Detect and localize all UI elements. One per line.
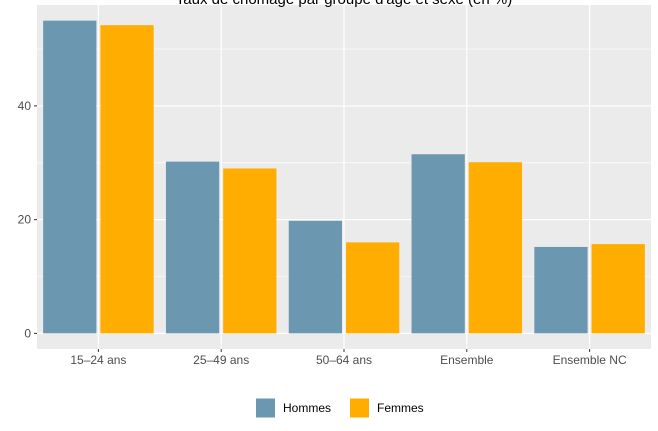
legend-label-hommes: Hommes: [283, 401, 331, 415]
x-tick-label: 25–49 ans: [193, 353, 249, 367]
bar-hommes-4: [411, 154, 465, 334]
bar-hommes-5: [534, 246, 588, 334]
chart-title: Taux de chômage par groupe d'âge et sexe…: [176, 0, 512, 8]
y-axis: 0 20 40: [18, 99, 37, 340]
bar-femmes-2: [223, 168, 277, 334]
bar-hommes-2: [165, 161, 220, 334]
legend-key-hommes: [256, 398, 275, 418]
x-tick-label: Ensemble NC: [553, 353, 627, 367]
legend-label-femmes: Femmes: [377, 401, 424, 415]
bar-femmes-1: [100, 25, 154, 334]
x-tick-label: Ensemble: [440, 353, 494, 367]
bars: [43, 20, 645, 334]
y-tick-label: 40: [18, 99, 32, 113]
legend-key-femmes: [350, 398, 369, 418]
x-axis: 15–24 ans 25–49 ans 50–64 ans Ensemble Ensem…: [70, 349, 627, 367]
x-tick-label: 50–64 ans: [316, 353, 372, 367]
y-tick-label: 0: [24, 326, 31, 340]
bar-femmes-4: [468, 162, 523, 334]
y-tick-label: 20: [18, 213, 32, 227]
bar-hommes-3: [288, 220, 342, 334]
bar-femmes-5: [591, 244, 645, 334]
x-tick-label: 15–24 ans: [70, 353, 126, 367]
bar-hommes-1: [43, 20, 97, 334]
legend: Hommes Femmes: [256, 398, 424, 418]
bar-femmes-3: [346, 242, 400, 334]
